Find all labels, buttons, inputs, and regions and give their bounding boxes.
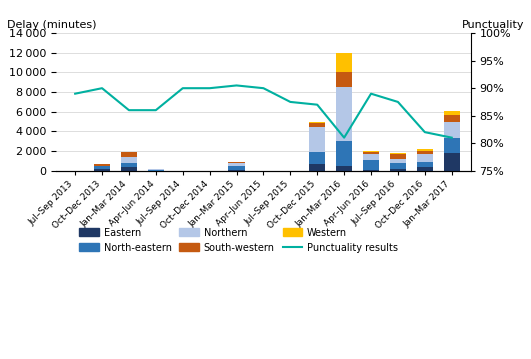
Bar [148,169,164,170]
Bar [417,167,433,171]
Bar [336,141,352,166]
Legend: Eastern, North-eastern, Northern, South-western, Western, Punctuality results: Eastern, North-eastern, Northern, South-… [79,228,398,252]
Bar [309,152,326,164]
Bar [94,166,110,169]
Bar [228,166,245,170]
Bar [390,153,406,154]
Line: Punctuality results: Punctuality results [75,85,452,137]
Punctuality results [99,86,105,90]
Bar [309,127,326,152]
Bar [121,157,137,163]
Bar [121,163,137,167]
Bar [390,163,406,169]
Punctuality results [207,86,213,90]
Bar [121,152,137,157]
Punctuality results [233,83,239,88]
Bar [363,170,379,171]
Bar [363,160,379,170]
Bar [390,159,406,163]
Bar [228,162,245,163]
Punctuality results [341,135,347,140]
Punctuality results [368,92,374,96]
Bar [444,122,460,138]
Bar [417,149,433,151]
Bar [417,154,433,162]
Bar [336,166,352,171]
Bar [148,170,164,171]
Punctuality results [449,135,455,140]
Punctuality results [422,130,428,134]
Text: Delay (minutes): Delay (minutes) [6,20,96,31]
Bar [309,122,326,127]
Bar [228,163,245,166]
Bar [417,162,433,167]
Bar [417,151,433,154]
Punctuality results [287,100,294,104]
Bar [390,154,406,159]
Bar [363,151,379,152]
Punctuality results [260,86,267,90]
Bar [94,164,110,166]
Bar [336,73,352,87]
Punctuality results [153,108,159,112]
Bar [94,169,110,171]
Bar [444,138,460,153]
Bar [390,169,406,171]
Bar [336,87,352,141]
Punctuality results [179,86,186,90]
Punctuality results [72,92,79,96]
Bar [363,152,379,154]
Bar [444,153,460,171]
Bar [444,111,460,115]
Bar [336,53,352,73]
Bar [228,170,245,171]
Bar [363,154,379,160]
Text: Punctuality: Punctuality [462,20,525,31]
Bar [309,164,326,171]
Punctuality results [126,108,132,112]
Punctuality results [314,103,320,107]
Bar [444,115,460,122]
Bar [121,167,137,171]
Punctuality results [395,100,401,104]
